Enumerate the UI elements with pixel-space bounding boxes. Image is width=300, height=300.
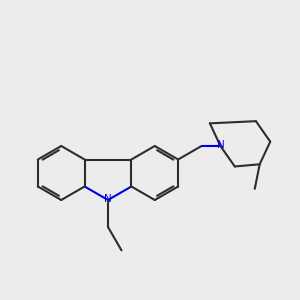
Text: N: N (104, 194, 112, 204)
Text: N: N (217, 140, 224, 150)
